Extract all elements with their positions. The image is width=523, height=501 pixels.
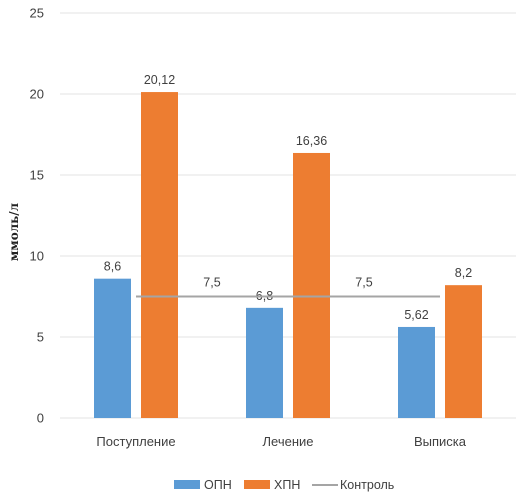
- bar-hpn: [445, 285, 482, 418]
- y-tick-label: 25: [30, 6, 44, 21]
- legend-label: ОПН: [204, 478, 232, 492]
- category-label: Выписка: [414, 434, 467, 449]
- y-tick-label: 15: [30, 168, 44, 183]
- category-labels: Поступление Лечение Выписка: [96, 434, 466, 449]
- bar-opn: [246, 307, 283, 418]
- bars: 8,620,126,816,365,628,2: [94, 73, 482, 418]
- y-tick-label: 5: [37, 330, 44, 345]
- bar-hpn: [141, 92, 178, 418]
- y-axis-ticks: 0 5 10 15 20 25: [30, 6, 44, 426]
- y-tick-label: 10: [30, 249, 44, 264]
- reference-line: 7,5 7,5: [136, 276, 440, 298]
- y-tick-label: 20: [30, 87, 44, 102]
- data-label: 16,36: [296, 134, 327, 148]
- data-label: 8,2: [455, 266, 472, 280]
- category-label: Поступление: [96, 434, 175, 449]
- legend-label: ХПН: [274, 478, 300, 492]
- legend-swatch: [174, 480, 200, 489]
- bar-opn: [94, 278, 131, 418]
- control-label: 7,5: [355, 276, 372, 290]
- category-label: Лечение: [262, 434, 313, 449]
- legend: ОПН ХПН Контроль: [174, 478, 394, 492]
- y-tick-label: 0: [37, 411, 44, 426]
- gridlines: [60, 12, 516, 419]
- legend-label: Контроль: [340, 478, 394, 492]
- data-label: 20,12: [144, 73, 175, 87]
- legend-swatch: [244, 480, 270, 489]
- data-label: 5,62: [404, 308, 428, 322]
- data-label: 8,6: [104, 260, 121, 274]
- y-axis-label: ммоль/л: [7, 202, 21, 261]
- control-label: 7,5: [203, 276, 220, 290]
- bar-hpn: [293, 152, 330, 418]
- bar-opn: [398, 326, 435, 418]
